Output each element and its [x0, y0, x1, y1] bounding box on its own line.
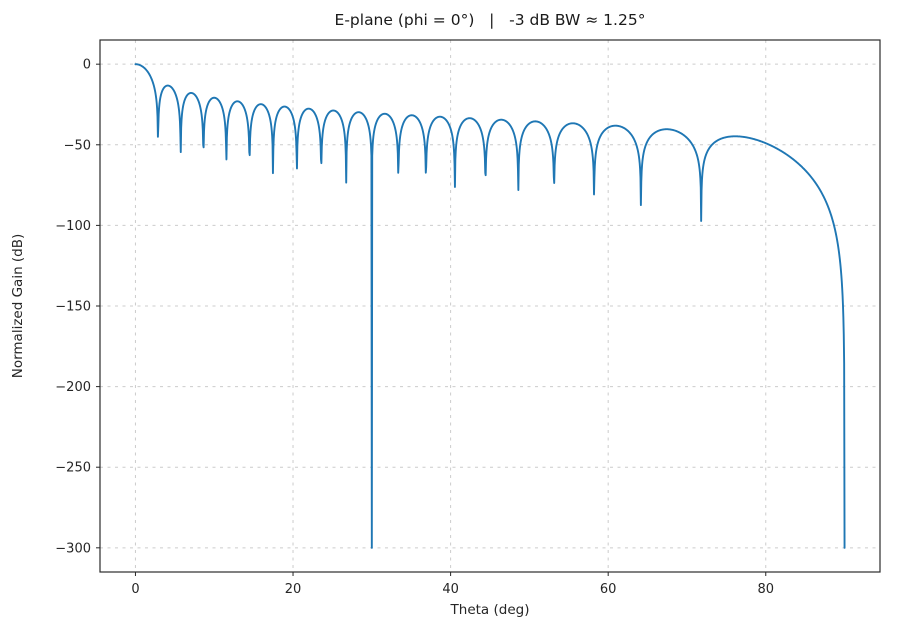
y-tick-label: −200	[55, 380, 91, 395]
series-layer	[134, 63, 846, 549]
y-tick-label: 0	[83, 58, 91, 73]
y-tick-label: −250	[55, 461, 91, 476]
x-tick-label: 60	[600, 582, 617, 597]
x-tick-label: 40	[442, 582, 459, 597]
chart-title: E-plane (phi = 0°) | -3 dB BW ≈ 1.25°	[335, 11, 646, 29]
gain-curve	[134, 63, 846, 549]
x-tick-label: 20	[285, 582, 302, 597]
x-tick-label: 80	[757, 582, 774, 597]
ticks: 0 20 40 60 80 0 −50 −100 −150 −200 −250 −300	[55, 58, 774, 597]
y-tick-label: −100	[55, 219, 91, 234]
y-tick-label: −150	[55, 300, 91, 315]
y-tick-label: −50	[64, 138, 91, 153]
gridlines	[100, 40, 880, 572]
x-tick-label: 0	[131, 582, 139, 597]
y-tick-label: −300	[55, 541, 91, 556]
y-axis-label: Normalized Gain (dB)	[10, 234, 26, 379]
x-axis-label: Theta (deg)	[450, 602, 530, 618]
